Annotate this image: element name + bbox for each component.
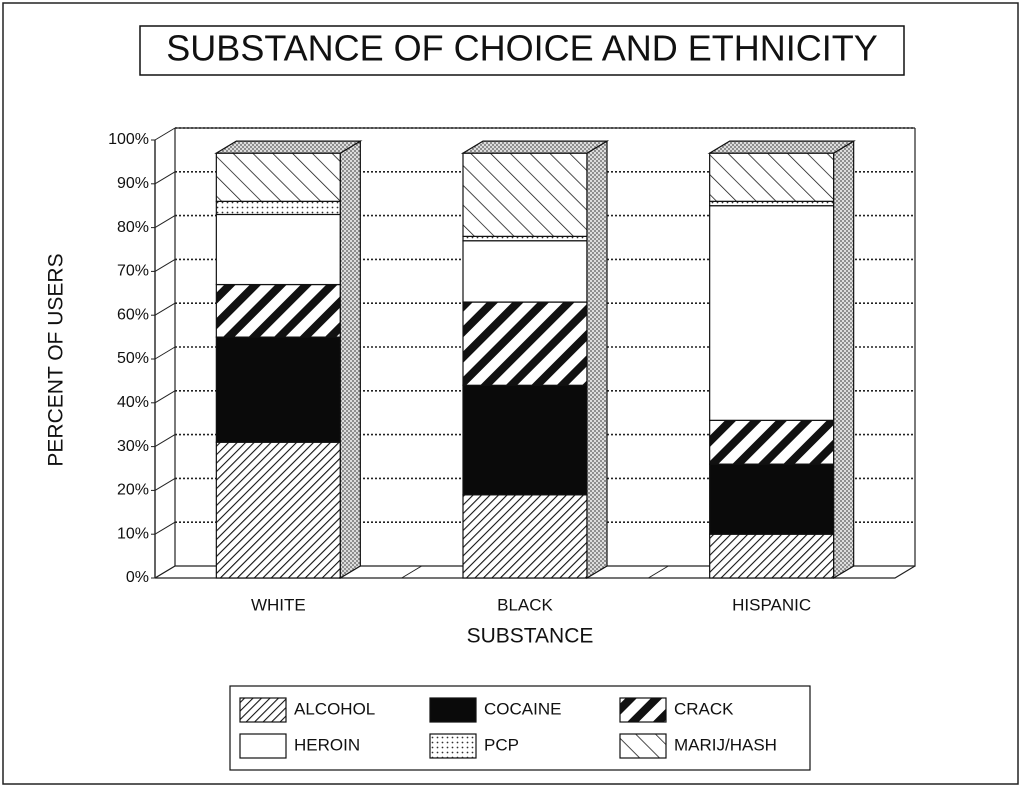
x-axis-label: SUBSTANCE [467,625,594,648]
bar-segment [462,494,588,579]
y-tick-label: 100% [108,131,149,148]
legend-label: ALCOHOL [294,699,375,718]
title-box [139,25,905,76]
legend-swatch [239,697,287,723]
legend-label: CRACK [674,699,734,718]
y-tick-label: 10% [117,525,149,542]
x-tick-label: BLACK [497,595,553,614]
y-tick-depth [154,127,176,141]
bar-side [339,140,361,580]
y-tick-depth [154,215,176,229]
y-tick-depth [154,477,176,491]
y-tick-depth [154,521,176,535]
x-tick [401,565,422,579]
legend-swatch [619,733,667,759]
x-tick [648,565,669,579]
y-tick-label: 70% [117,263,149,280]
y-tick-depth [154,346,176,360]
y-tick-depth [154,390,176,404]
y-axis-label: PERCENT OF USERS [45,253,68,466]
bar-segment [215,213,341,286]
y-tick-depth [154,258,176,272]
bar-segment [215,152,341,202]
y-tick-label: 40% [117,394,149,411]
bar-segment [215,336,341,443]
legend-box [229,685,811,771]
bar-segment [215,441,341,579]
bar-top [460,140,610,154]
legend-label: HEROIN [294,735,360,754]
bar-segment [462,301,588,386]
chart-title: SUBSTANCE OF CHOICE AND ETHNICITY [166,28,877,69]
legend-swatch [619,697,667,723]
legend-label: MARIJ/HASH [674,735,777,754]
bar-segment [709,419,835,465]
bar-segment [709,152,835,202]
y-tick-depth [154,434,176,448]
bar-top [214,140,363,154]
bar-segment [462,384,588,496]
y-tick-label: 20% [117,482,149,499]
legend-swatch [429,697,477,723]
bar-segment [709,533,835,579]
bar-segment [462,235,588,242]
y-tick-label: 90% [117,175,149,192]
y-tick-label: 50% [117,350,149,367]
bar-segment [462,240,588,303]
legend-label: COCAINE [484,699,561,718]
bar-segment [462,152,588,237]
legend-swatch [239,733,287,759]
y-tick-depth [154,565,176,579]
x-tick-label: HISPANIC [732,595,811,614]
y-tick-label: 80% [117,219,149,236]
y-tick-label: 60% [117,306,149,323]
y-tick-depth [154,302,176,316]
bar-segment [215,200,341,216]
legend-swatch [429,733,477,759]
bar-segment [709,200,835,207]
bar-side [833,140,855,580]
y-tick-depth [154,171,176,185]
bar-segment [709,463,835,535]
y-tick-label: 30% [117,438,149,455]
x-tick-label: WHITE [251,595,306,614]
bar-segment [215,283,341,338]
bar-side [586,140,608,580]
bar-top [707,140,856,154]
bar-segment [709,205,835,421]
legend-label: PCP [484,735,519,754]
y-tick-label: 0% [126,569,149,586]
